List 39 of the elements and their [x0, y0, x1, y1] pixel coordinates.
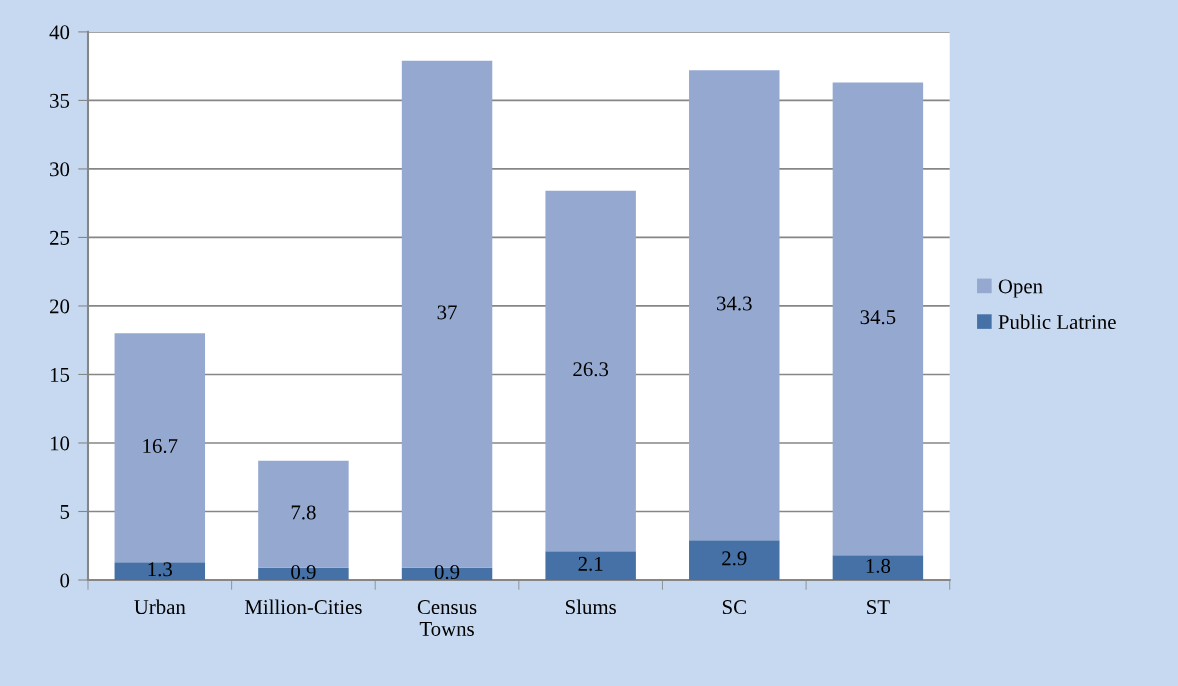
y-tick-label: 25 — [50, 230, 70, 245]
y-tick-label: 20 — [50, 299, 70, 314]
data-label: 7.8 — [291, 505, 316, 520]
y-tick-label: 35 — [50, 93, 70, 108]
bar — [832, 82, 924, 556]
data-label: 1.8 — [866, 558, 891, 573]
legend-label: Open — [998, 279, 1043, 298]
x-tick-label: Million-Cities — [244, 599, 362, 615]
data-label: 34.3 — [717, 296, 752, 311]
bar — [545, 190, 636, 552]
data-label: 26.3 — [573, 362, 609, 377]
data-label: 34.5 — [860, 310, 896, 325]
y-tick-label: 0 — [60, 573, 70, 588]
bar — [832, 555, 924, 581]
y-tick-label: 5 — [60, 505, 70, 519]
data-label: 0.9 — [291, 565, 316, 580]
bar — [689, 70, 780, 541]
legend-label: Public Latrine — [998, 314, 1116, 330]
data-label: 37 — [437, 305, 457, 320]
x-tick-label: ST — [867, 600, 890, 615]
y-tick-label: 10 — [50, 436, 70, 451]
data-label: 16.7 — [143, 438, 178, 454]
x-tick-label: Slums — [566, 599, 616, 615]
x-tick-label: SC — [722, 600, 746, 615]
y-tick-label: 15 — [50, 367, 70, 382]
data-label: 2.1 — [578, 556, 603, 571]
y-tick-label: 30 — [50, 162, 70, 177]
y-tick-label: 40 — [49, 25, 70, 40]
bar — [114, 562, 206, 581]
bar — [114, 333, 206, 563]
x-tick-label: Urban — [134, 599, 186, 615]
bar — [258, 567, 349, 581]
bar — [545, 551, 636, 581]
bar — [401, 567, 493, 581]
data-label: 0.9 — [434, 565, 460, 580]
bar — [689, 540, 780, 581]
data-label: 1.3 — [148, 562, 173, 577]
x-tick-label: Census Towns — [417, 600, 477, 636]
data-label: 2.9 — [722, 551, 747, 566]
